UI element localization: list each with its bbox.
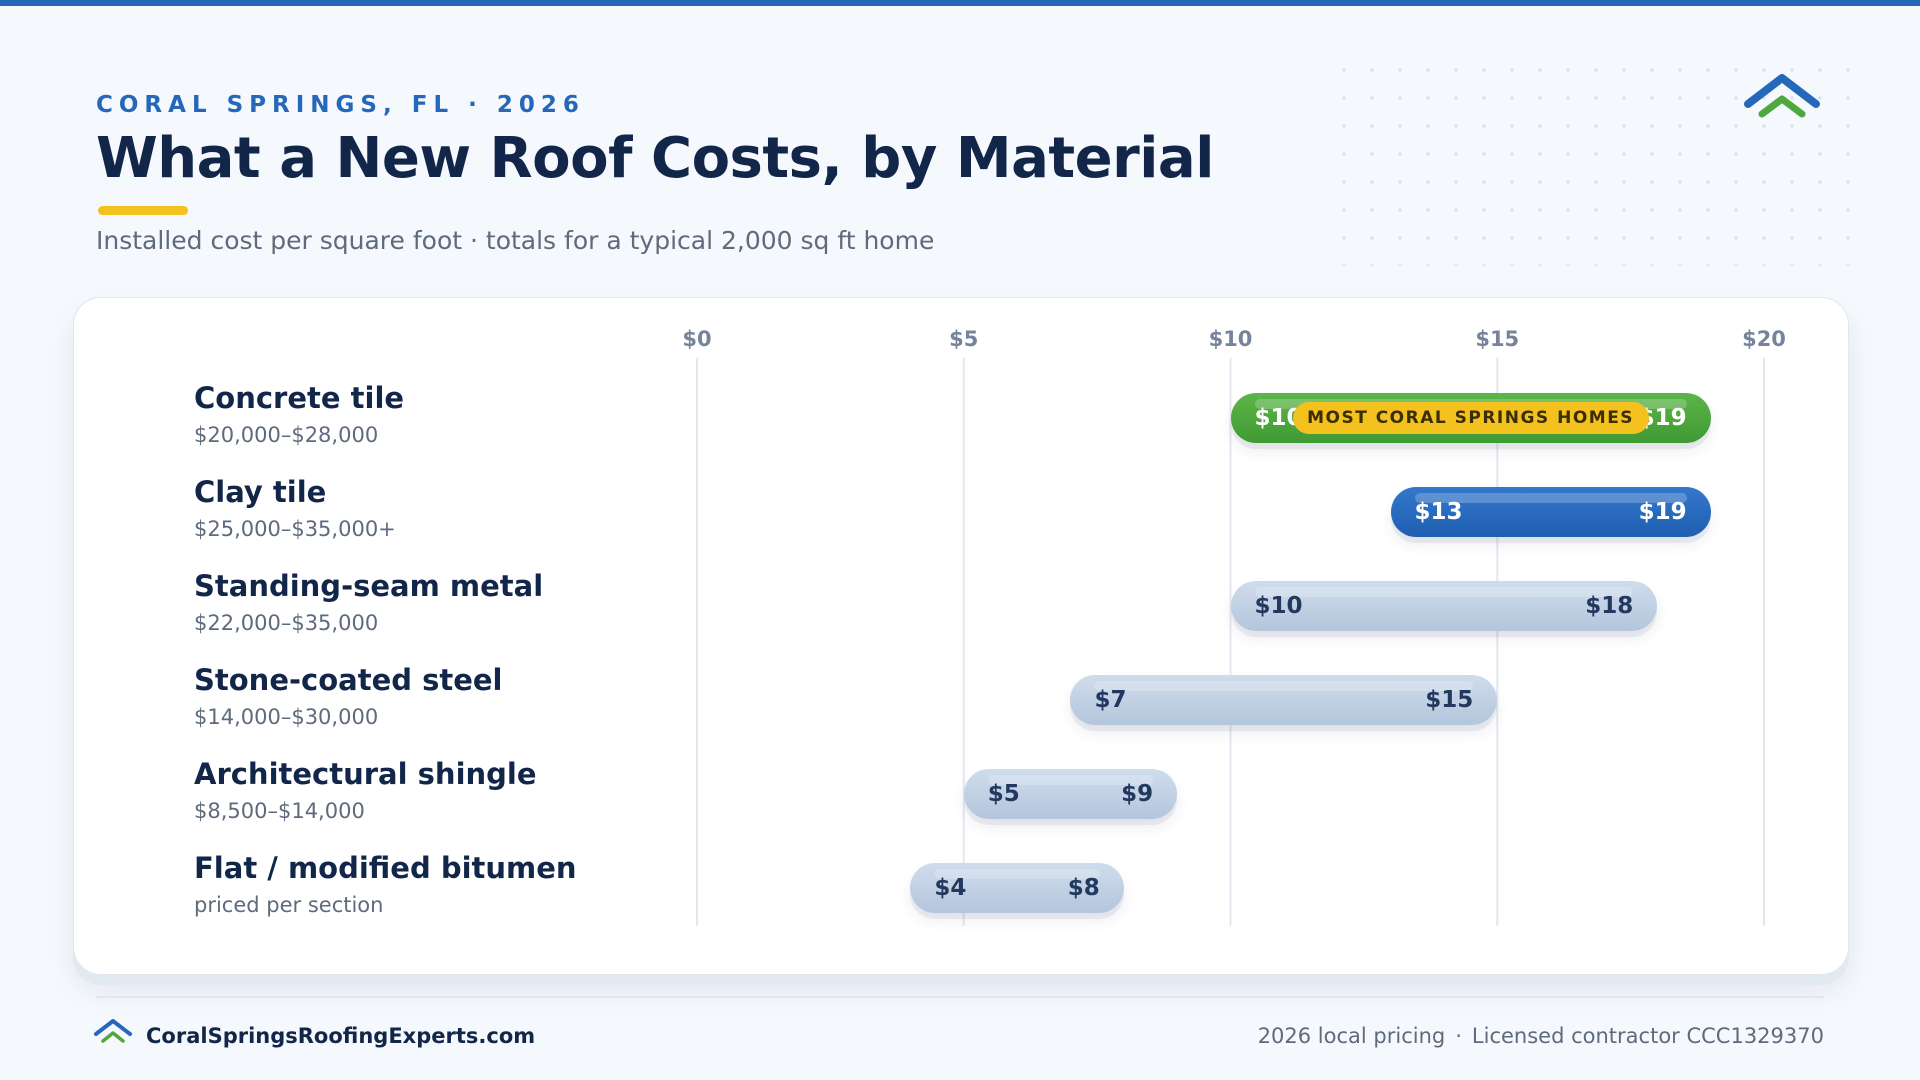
material-label: Flat / modified bitumen priced per sectio… — [194, 851, 577, 917]
x-tick-label: $20 — [1742, 327, 1786, 351]
material-label: Stone-coated steel $14,000–$30,000 — [194, 663, 503, 729]
material-name: Standing-seam metal — [194, 569, 544, 603]
cost-range-bar: $7 $15 — [1070, 675, 1498, 725]
material-name: Clay tile — [194, 475, 327, 509]
cost-range-bar: $4 $8 — [910, 863, 1124, 913]
material-label: Concrete tile $20,000–$28,000 — [194, 381, 404, 447]
pricing-note: 2026 local pricing — [1257, 1024, 1446, 1048]
material-total-cost: $22,000–$35,000 — [194, 611, 379, 635]
footer-meta: 2026 local pricing · Licensed contractor C… — [1258, 1024, 1824, 1048]
x-tick-label: $15 — [1475, 327, 1519, 351]
cost-range-bar: $10 $18 — [1230, 581, 1658, 631]
material-total-cost: $14,000–$30,000 — [194, 705, 379, 729]
material-name: Concrete tile — [194, 381, 405, 415]
material-name: Stone-coated steel — [194, 663, 503, 697]
page-title: What a New Roof Costs, by Material — [96, 126, 1214, 191]
footer-divider — [96, 996, 1824, 998]
title-underline — [98, 206, 188, 215]
material-label: Standing-seam metal $22,000–$35,000 — [194, 569, 543, 635]
material-label: Clay tile $25,000–$35,000+ — [194, 475, 396, 541]
material-total-cost: $20,000–$28,000 — [194, 423, 379, 447]
page-subtitle: Installed cost per square foot · totals … — [96, 226, 935, 255]
bar-low-label: $13 — [1414, 499, 1463, 525]
most-popular-badge: MOST CORAL SPRINGS HOMES — [1292, 402, 1649, 434]
bar-high-label: $15 — [1425, 687, 1474, 713]
material-total-cost: priced per section — [194, 893, 384, 917]
bar-low-label: $10 — [1254, 593, 1303, 619]
chevron-roof-icon — [1744, 74, 1820, 118]
license-number: Licensed contractor CCC1329370 — [1471, 1024, 1824, 1048]
cost-range-bar: $5 $9 — [963, 769, 1178, 819]
bar-high-label: $18 — [1585, 593, 1634, 619]
material-total-cost: $25,000–$35,000+ — [194, 517, 396, 541]
bar-high-label: $9 — [1121, 781, 1154, 807]
location-eyebrow: CORAL SPRINGS, FL · 2026 — [96, 92, 585, 118]
bar-high-label: $19 — [1638, 499, 1687, 525]
material-label: Architectural shingle $8,500–$14,000 — [194, 757, 537, 823]
footer-website: CoralSpringsRoofingExperts.com — [146, 1024, 536, 1048]
x-tick-label: $5 — [949, 327, 978, 351]
cost-range-bar: $13 $19 — [1390, 487, 1711, 537]
chart-axis: $0 $5 $10 $15 $20 — [682, 327, 1786, 926]
cost-range-bar: $10 $19 MOST CORAL SPRINGS HOMES — [1230, 393, 1711, 443]
chevron-roof-icon — [94, 1019, 132, 1043]
bar-low-label: $7 — [1094, 687, 1127, 713]
material-name: Flat / modified bitumen — [194, 851, 577, 885]
footer-separator: · — [1455, 1024, 1462, 1048]
material-name: Architectural shingle — [194, 757, 537, 791]
bar-low-label: $5 — [987, 781, 1020, 807]
x-tick-label: $10 — [1209, 327, 1253, 351]
top-accent-rule — [0, 0, 1920, 6]
material-total-cost: $8,500–$14,000 — [194, 799, 365, 823]
bar-high-label: $8 — [1067, 875, 1100, 901]
bar-low-label: $4 — [934, 875, 967, 901]
x-tick-label: $0 — [682, 327, 711, 351]
chart-card: $0 $5 $10 $15 $20 Concrete tile $20,000–$28,0… — [73, 297, 1849, 975]
